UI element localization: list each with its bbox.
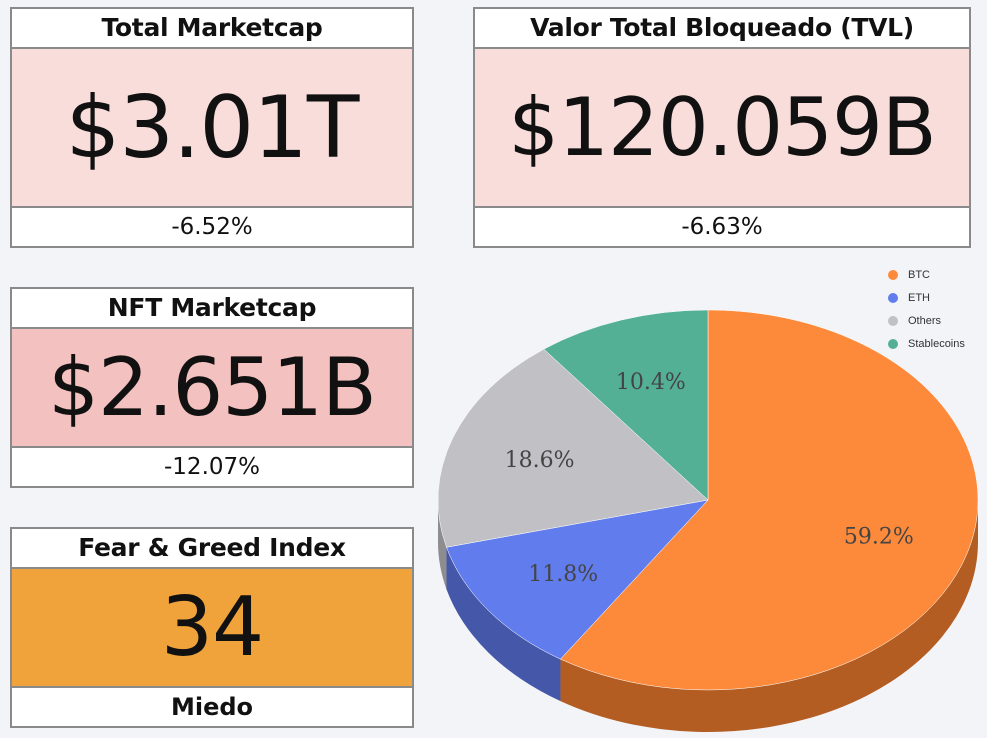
nft-marketcap-card: NFT Marketcap $2.651B -12.07% [10,287,414,488]
legend-item-eth[interactable]: ETH [888,286,965,309]
legend-label: Stablecoins [908,337,965,350]
pie-label-btc: 59.2% [844,525,914,550]
legend-label: ETH [908,291,930,304]
fear-greed-title: Fear & Greed Index [12,529,412,569]
tvl-value: $120.059B [475,49,969,208]
tvl-card: Valor Total Bloqueado (TVL) $120.059B -6… [473,7,971,248]
legend-item-stablecoins[interactable]: Stablecoins [888,332,965,355]
pie-slice-eth[interactable] [446,499,709,660]
tvl-title: Valor Total Bloqueado (TVL) [475,9,969,49]
fear-greed-label: Miedo [170,693,254,721]
total-marketcap-card: Total Marketcap $3.01T -6.52% [10,7,414,248]
pie-chart-svg: 59.2% 11.8% 18.6% 10.4% [437,309,979,732]
total-marketcap-change: -6.52% [171,214,253,240]
legend-label: BTC [908,268,930,281]
legend-item-btc[interactable]: BTC [888,263,965,286]
pie-label-stablecoins: 10.4% [616,370,686,395]
legend-swatch [888,338,898,349]
legend-label: Others [908,314,942,327]
tvl-change: -6.63% [681,214,763,240]
pie-side-btc [560,500,978,732]
nft-marketcap-value: $2.651B [12,329,412,448]
pie-slice-others[interactable] [437,348,709,548]
legend-swatch [888,269,898,280]
nft-marketcap-title: NFT Marketcap [12,289,412,329]
total-marketcap-value: $3.01T [12,49,412,208]
pie-slice-stablecoins[interactable] [543,309,709,501]
dominance-pie-chart: 59.2% 11.8% 18.6% 10.4% [425,255,987,738]
pie-side-others [438,500,447,590]
pie-slice-btc[interactable] [560,309,979,691]
fear-greed-card: Fear & Greed Index 34 Miedo [10,527,414,728]
legend-swatch [888,315,898,326]
pie-legend: BTC ETH Others Stablecoins [888,263,965,355]
legend-swatch [888,292,898,303]
legend-item-others[interactable]: Others [888,309,965,332]
nft-marketcap-change: -12.07% [164,454,260,480]
pie-label-eth: 11.8% [528,562,598,587]
fear-greed-value: 34 [12,569,412,688]
total-marketcap-title: Total Marketcap [12,9,412,49]
pie-label-others: 18.6% [505,448,575,473]
